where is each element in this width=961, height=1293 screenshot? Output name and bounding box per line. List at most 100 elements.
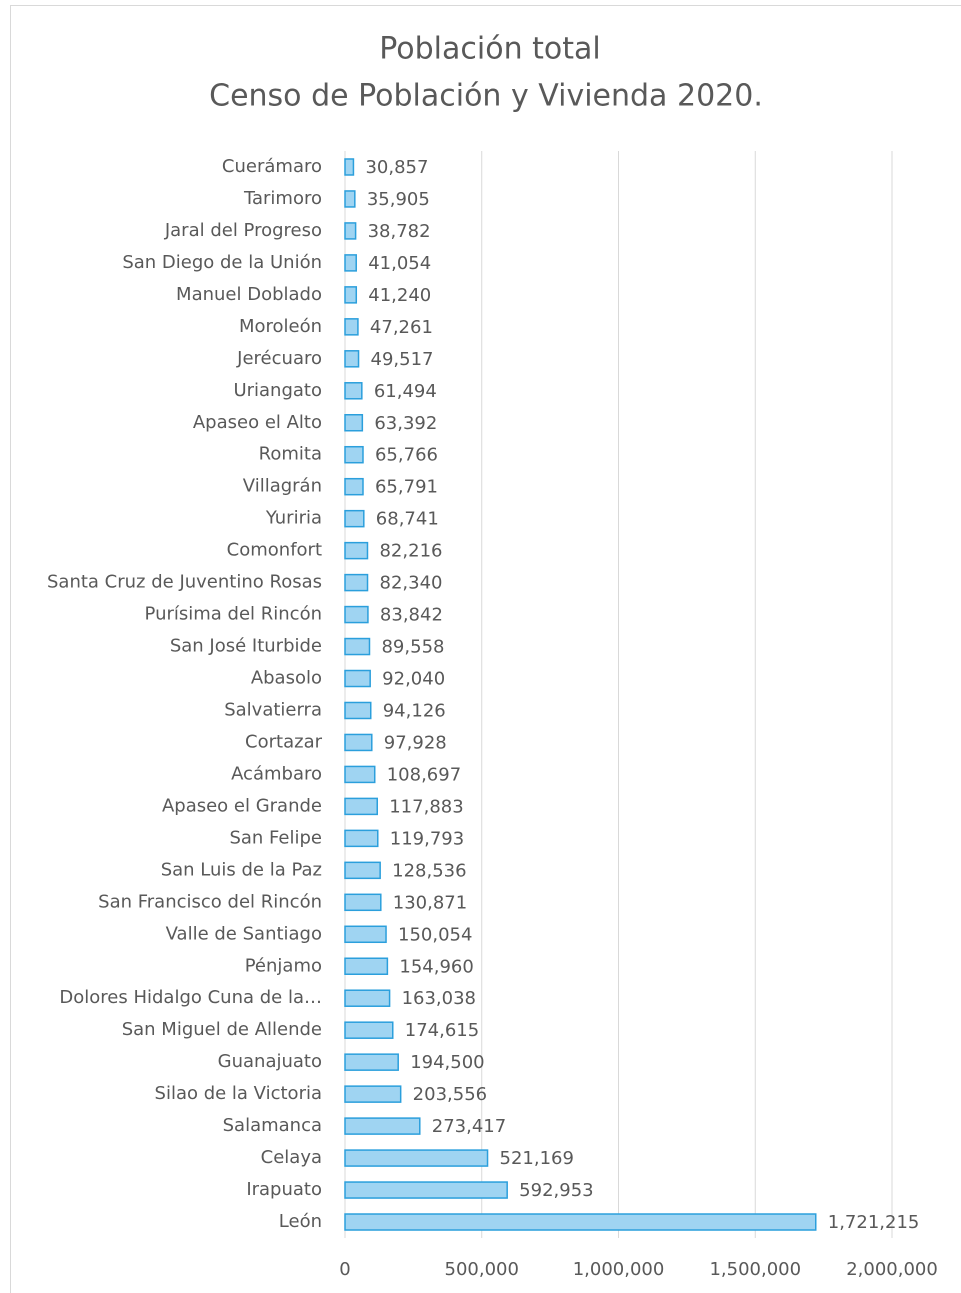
bar: [344, 765, 376, 784]
bar: [344, 1213, 817, 1231]
y-tick-label: Manuel Doblado: [176, 284, 322, 305]
data-label: 68,741: [376, 509, 439, 530]
y-tick-label: Uriangato: [233, 380, 322, 401]
y-tick-label: Cuerámaro: [222, 156, 322, 177]
data-label: 108,697: [387, 764, 461, 785]
x-tick-label: 0: [339, 1259, 350, 1280]
data-label: 41,240: [368, 285, 431, 306]
y-tick-label: Apaseo el Alto: [193, 412, 322, 433]
y-tick-label: Guanajuato: [218, 1051, 322, 1072]
data-label: 89,558: [381, 637, 444, 658]
data-label: 92,040: [382, 669, 445, 690]
bar: [344, 541, 369, 560]
y-tick-label: San Diego de la Unión: [122, 252, 322, 273]
y-tick-label: León: [279, 1211, 322, 1232]
bar: [344, 669, 371, 688]
data-label: 130,871: [393, 892, 467, 913]
y-tick-label: Salvatierra: [224, 699, 322, 720]
y-tick-label: San José Iturbide: [170, 636, 322, 657]
data-label: 47,261: [370, 317, 433, 338]
chart-title: Población total: [379, 32, 600, 67]
bar: [344, 158, 355, 176]
data-label: 150,054: [398, 924, 472, 945]
data-label: 30,857: [365, 157, 428, 178]
bar: [344, 989, 391, 1007]
data-label: 82,340: [380, 573, 443, 594]
x-tick-label: 1,500,000: [709, 1259, 801, 1280]
bar: [344, 1021, 394, 1039]
bar: [344, 350, 360, 368]
bar: [344, 318, 359, 336]
bar: [344, 733, 373, 752]
y-tick-label: Yuriria: [265, 508, 322, 529]
data-label: 63,392: [374, 413, 437, 434]
bar: [344, 701, 372, 720]
data-label: 82,216: [379, 541, 442, 562]
y-tick-label: Villagrán: [243, 476, 322, 497]
x-tick-label: 1,000,000: [573, 1259, 665, 1280]
bar: [344, 925, 387, 944]
data-label: 174,615: [405, 1020, 479, 1041]
bar: [344, 573, 369, 592]
y-tick-label: Santa Cruz de Juventino Rosas: [47, 572, 322, 593]
y-tick-label: San Luis de la Paz: [161, 859, 322, 880]
y-tick-label: Irapuato: [246, 1179, 322, 1200]
bar: [344, 1117, 421, 1135]
data-label: 194,500: [410, 1052, 484, 1073]
bar: [344, 382, 363, 400]
bar: [344, 222, 357, 240]
data-label: 97,928: [384, 732, 447, 753]
y-tick-label: Abasolo: [251, 668, 322, 689]
bar: [344, 829, 379, 848]
data-label: 128,536: [392, 860, 466, 881]
y-tick-label: San Francisco del Rincón: [98, 891, 322, 912]
data-label: 203,556: [413, 1084, 487, 1105]
bar: [344, 957, 389, 975]
data-label: 163,038: [402, 988, 476, 1009]
bar: [344, 509, 365, 528]
bar: [344, 477, 364, 496]
y-tick-label: Celaya: [261, 1147, 322, 1168]
data-label: 38,782: [368, 221, 431, 242]
bar: [344, 254, 357, 272]
bar: [344, 1149, 489, 1167]
data-label: 521,169: [500, 1148, 574, 1169]
y-tick-label: Silao de la Victoria: [155, 1083, 322, 1104]
chart-subtitle: Censo de Población y Vivienda 2020.: [209, 79, 763, 114]
x-tick-label: 2,000,000: [846, 1259, 938, 1280]
y-tick-label: Dolores Hidalgo Cuna de la…: [59, 987, 322, 1008]
bar: [344, 861, 381, 880]
bar: [344, 1085, 402, 1103]
bar: [344, 893, 382, 912]
y-tick-label: Moroleón: [239, 316, 322, 337]
y-tick-label: Comonfort: [227, 540, 322, 561]
y-tick-label: Jerécuaro: [236, 348, 322, 369]
y-tick-label: Jaral del Progreso: [164, 220, 322, 241]
bar: [344, 1053, 399, 1071]
data-label: 119,793: [390, 828, 464, 849]
data-label: 35,905: [367, 189, 430, 210]
bar: [344, 414, 364, 432]
y-tick-label: Tarimoro: [243, 188, 322, 209]
bar: [344, 605, 369, 624]
bar: [344, 445, 364, 464]
data-label: 65,766: [375, 445, 438, 466]
data-label: 94,126: [383, 700, 446, 721]
y-tick-label: Valle de Santiago: [166, 923, 322, 944]
y-tick-label: San Felipe: [229, 827, 322, 848]
data-label: 592,953: [519, 1180, 593, 1201]
data-label: 83,842: [380, 605, 443, 626]
y-tick-label: Pénjamo: [245, 955, 322, 976]
data-label: 49,517: [371, 349, 434, 370]
bar: [344, 797, 378, 816]
x-tick-label: 500,000: [445, 1259, 519, 1280]
y-tick-label: Salamanca: [223, 1115, 322, 1136]
y-tick-label: Cortazar: [245, 731, 323, 752]
data-label: 41,054: [368, 253, 431, 274]
data-label: 273,417: [432, 1116, 506, 1137]
data-label: 117,883: [389, 796, 463, 817]
chart-border: [10, 5, 961, 1293]
y-tick-label: Romita: [259, 444, 322, 465]
y-tick-label: Purísima del Rincón: [145, 604, 322, 625]
